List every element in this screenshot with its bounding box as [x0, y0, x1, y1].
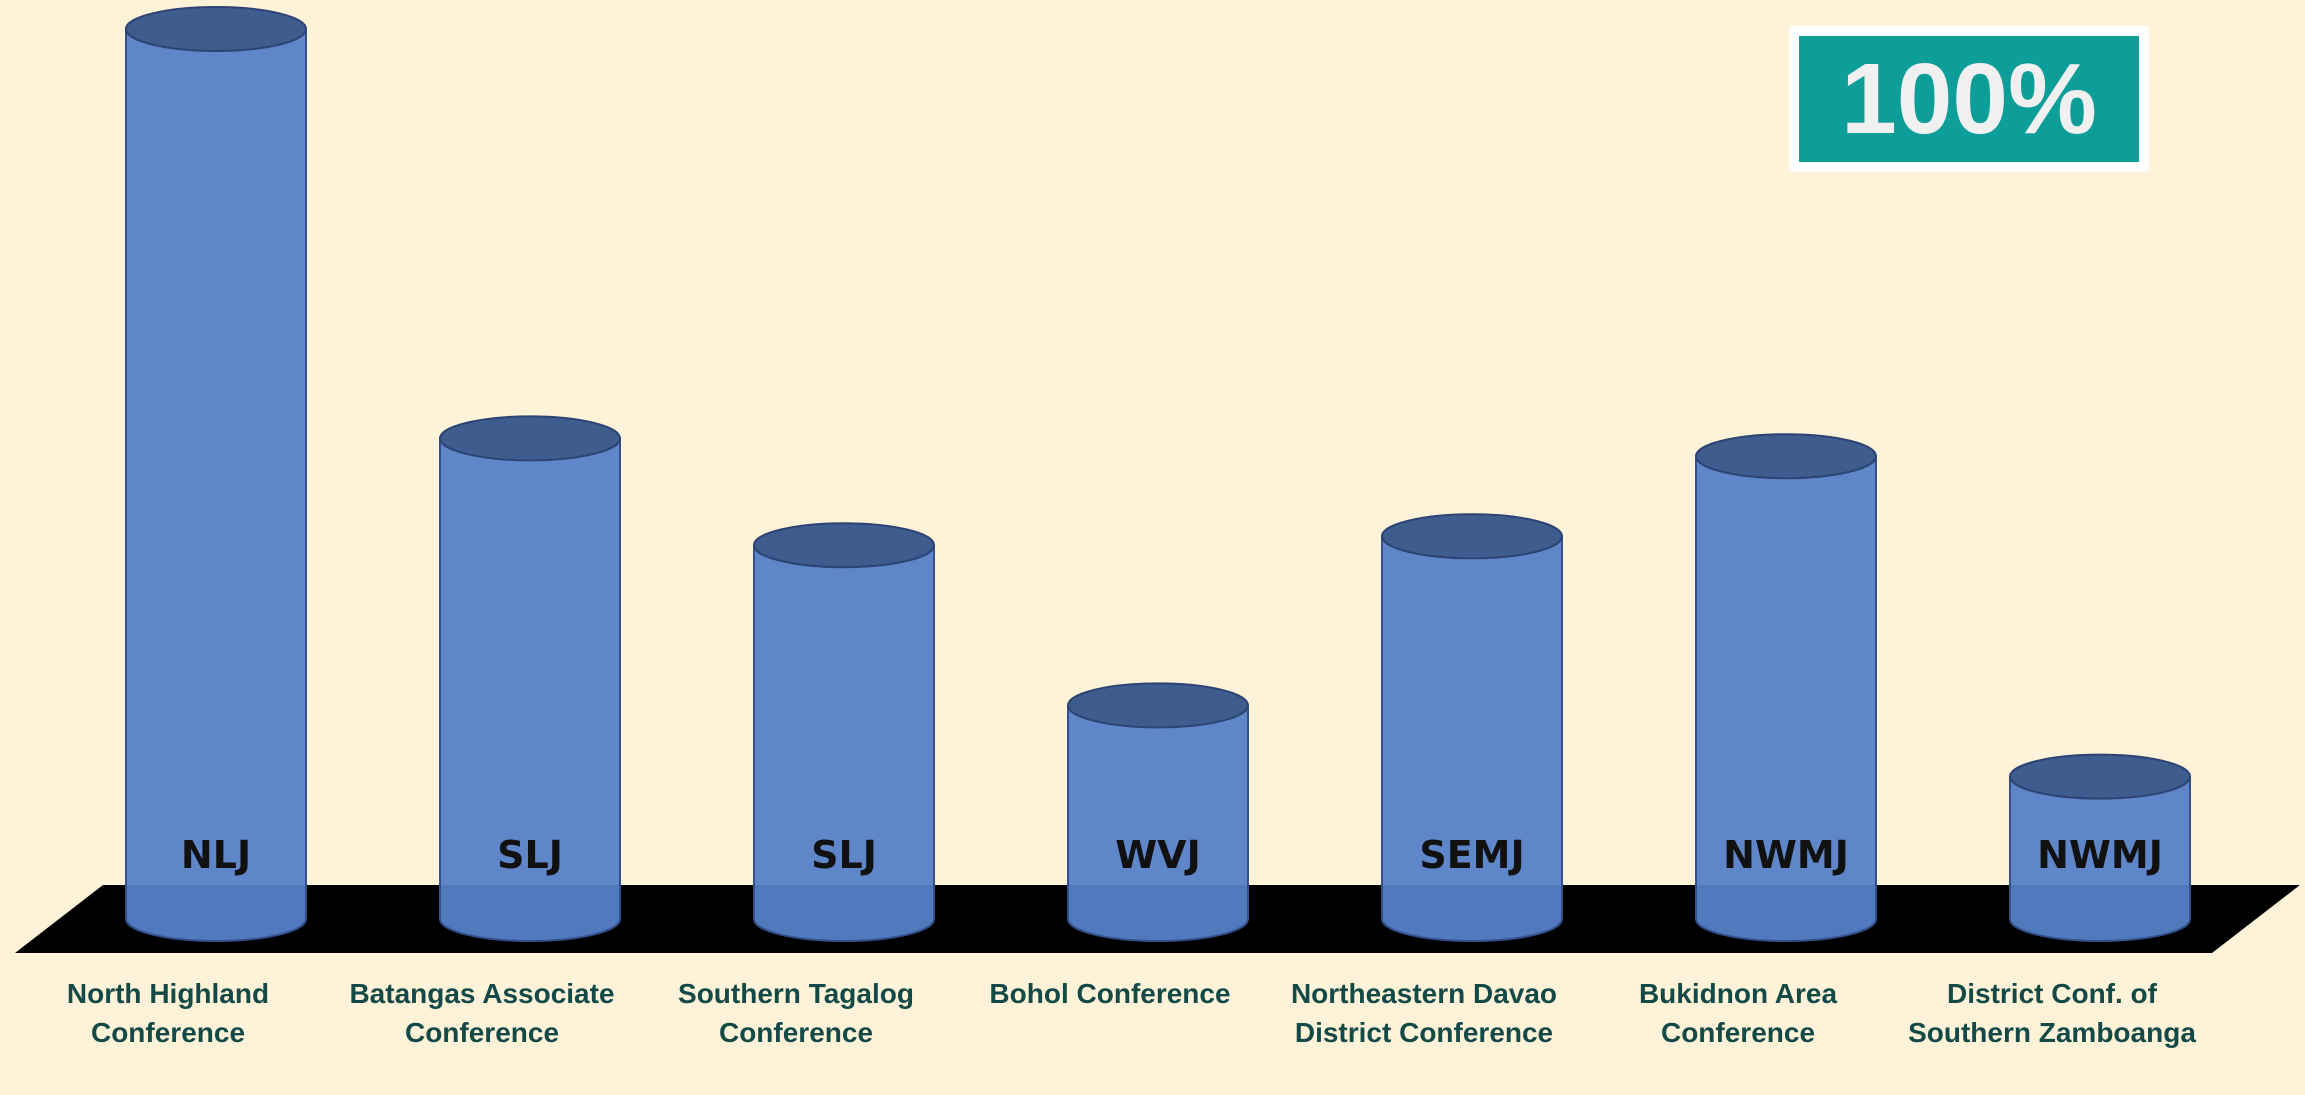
x-tick-label: District Conf. of Southern Zamboanga [1908, 978, 2196, 1048]
bar-label: SLJ [811, 833, 877, 877]
bar [439, 437, 621, 942]
bar [753, 544, 935, 942]
bar [125, 28, 307, 942]
bar [2009, 775, 2191, 942]
bar-top [1067, 682, 1249, 729]
x-tick-label: Batangas Associate Conference [349, 978, 615, 1048]
bar-top [1381, 513, 1563, 560]
x-tick-label: Bohol Conference [989, 978, 1231, 1009]
bar [1695, 455, 1877, 942]
bar-label: NWMJ [2037, 833, 2163, 877]
bar-label: SEMJ [1419, 833, 1524, 877]
bar-top [439, 415, 621, 462]
bar-label: SLJ [497, 833, 563, 877]
bar-top [753, 522, 935, 569]
bar-top [1695, 433, 1877, 480]
bar-top [2009, 753, 2191, 800]
bar-label: NWMJ [1723, 833, 1849, 877]
x-tick-label: Southern Tagalog Conference [678, 978, 914, 1048]
x-tick-label: Northeastern Davao District Conference [1290, 978, 1558, 1048]
bar-top [125, 6, 307, 52]
bar [1381, 535, 1563, 942]
badge: 100% [1789, 26, 2149, 172]
bar-label: WVJ [1115, 833, 1200, 877]
x-tick-label: Bukidnon Area Conference [1638, 978, 1838, 1048]
x-tick-label: North Highland Conference [66, 978, 270, 1048]
bar-label: NLJ [181, 833, 251, 877]
bar [1067, 704, 1249, 942]
